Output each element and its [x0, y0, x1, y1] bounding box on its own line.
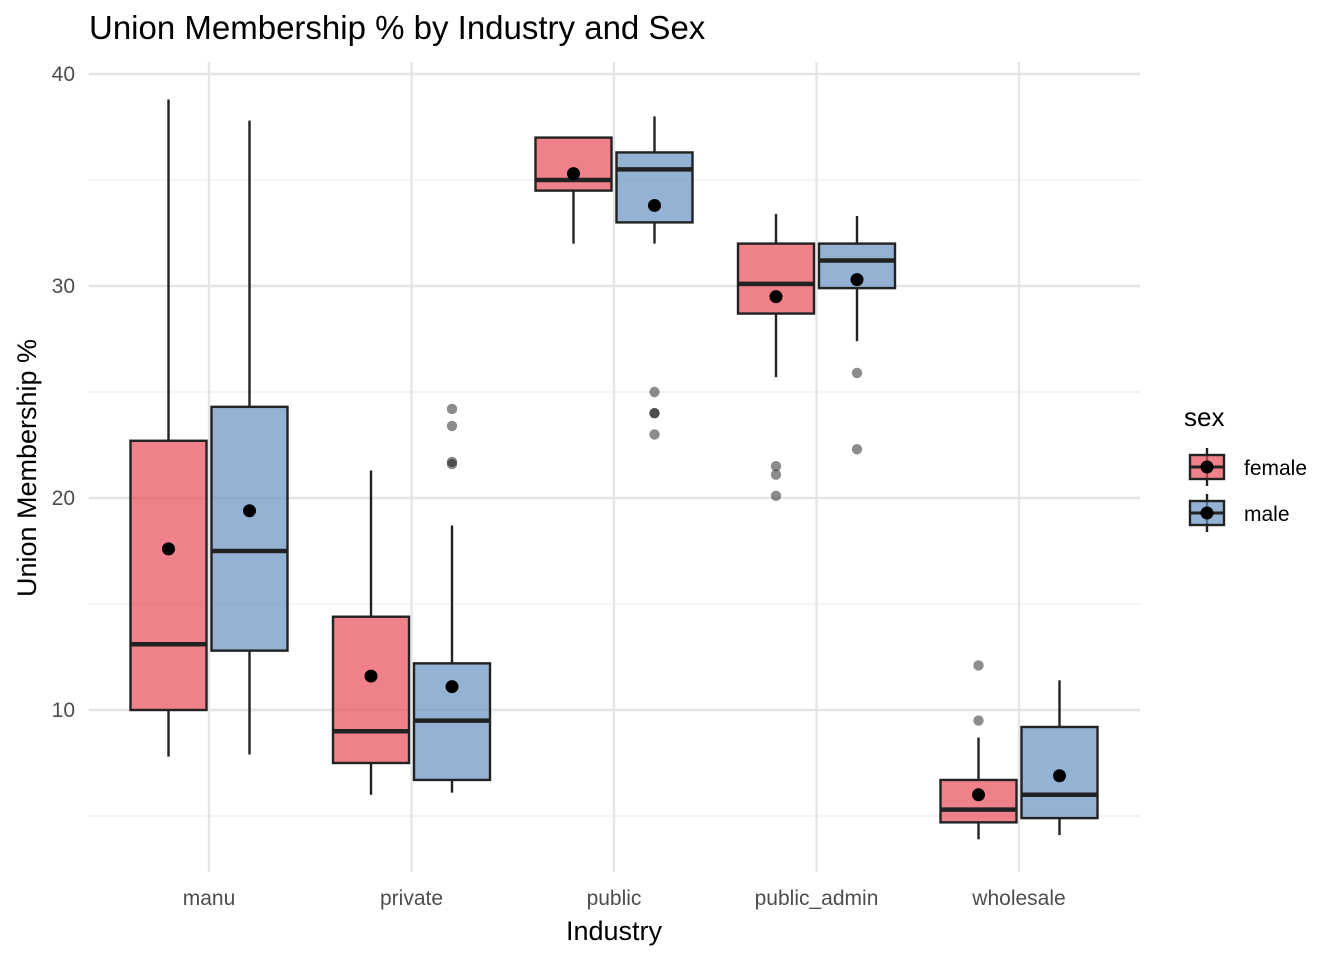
outlier-point [649, 408, 660, 419]
box-body [615, 151, 694, 224]
x-tick-label: public_admin [755, 887, 879, 910]
y-axis-ticks: 10 20 30 40 [52, 63, 75, 722]
box-body [210, 405, 289, 652]
outlier-point [973, 715, 984, 726]
outlier-point [973, 660, 984, 671]
outlier-point [446, 456, 458, 468]
mean-point [769, 290, 783, 304]
legend-label: female [1244, 457, 1307, 480]
outlier-point [446, 403, 458, 415]
box-female-wholesale [939, 660, 1018, 840]
mean-point [850, 273, 864, 287]
mean-point [972, 788, 985, 802]
y-tick-label: 20 [52, 487, 75, 510]
legend-label: male [1244, 503, 1290, 526]
mean-point [1053, 769, 1066, 783]
legend-title: sex [1184, 402, 1224, 432]
y-axis-title: Union Membership % [12, 339, 42, 597]
box-body [129, 439, 208, 712]
box-body [331, 615, 411, 765]
x-tick-label: public [587, 887, 642, 910]
outlier-point [851, 444, 863, 455]
box-male-private [412, 403, 492, 793]
x-tick-label: private [380, 887, 443, 910]
mean-point [364, 669, 378, 683]
box-female-private [331, 470, 411, 795]
box-male-public [615, 116, 694, 440]
outlier-point [770, 461, 782, 472]
mean-point [445, 680, 459, 694]
box-body [534, 136, 613, 192]
legend-item-female: female [1188, 448, 1307, 486]
outlier-point [446, 458, 458, 470]
box-male-manu [210, 120, 289, 755]
outlier-point [770, 490, 782, 502]
y-tick-label: 40 [52, 63, 75, 86]
box-female-public_admin [736, 213, 816, 502]
box-female-manu [129, 99, 208, 757]
legend-key-mean [1200, 460, 1214, 474]
box-male-wholesale [1020, 680, 1099, 836]
legend-item-male: male [1188, 494, 1290, 532]
chart-title: Union Membership % by Industry and Sex [89, 9, 706, 46]
mean-point [162, 542, 175, 556]
box-female-public [534, 136, 613, 244]
outlier-point [649, 408, 660, 419]
outlier-point [649, 386, 660, 398]
outlier-point [446, 420, 458, 432]
outlier-point [770, 469, 782, 480]
x-axis-ticks: manu private public public_admin wholesale [183, 887, 1066, 910]
x-axis-title: Industry [566, 916, 663, 946]
outlier-point [851, 367, 863, 379]
mean-point [648, 198, 661, 212]
x-tick-label: manu [183, 887, 236, 910]
x-tick-label: wholesale [971, 887, 1065, 910]
mean-point [567, 167, 580, 181]
y-tick-label: 30 [52, 275, 75, 298]
mean-point [243, 504, 256, 518]
box-male-public_admin [817, 216, 897, 455]
legend: sex female male [1184, 402, 1307, 532]
boxplot-marks [129, 99, 1099, 840]
outlier-point [649, 429, 660, 440]
y-tick-label: 10 [52, 699, 75, 722]
legend-key-mean [1200, 506, 1214, 520]
